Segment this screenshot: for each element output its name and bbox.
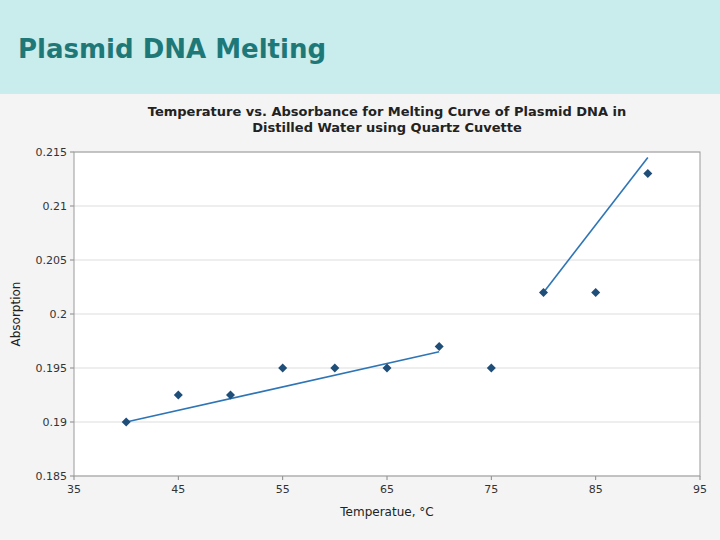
slide-title: Plasmid DNA Melting [18,34,326,64]
y-tick [70,152,74,153]
x-tick-label: 35 [67,483,81,496]
x-tick [282,476,283,480]
y-tick-label: 0.205 [36,254,68,267]
scatter-point [591,288,600,297]
scatter-point [383,364,392,373]
y-tick-label: 0.195 [36,362,68,375]
x-tick [595,476,596,480]
trend-line [544,157,648,292]
plot-frame [74,152,700,476]
y-tick [70,206,74,207]
y-tick-label: 0.185 [36,470,68,483]
x-tick [387,476,388,480]
marks [122,157,653,426]
scatter-point [435,342,444,351]
y-tick-label: 0.19 [43,416,68,429]
chart-title-line: Distilled Water using Quartz Cuvette [252,120,522,135]
y-tick-label: 0.21 [43,200,68,213]
scatter-point [330,364,339,373]
y-tick [70,260,74,261]
chart-title: Temperature vs. Absorbance for Melting C… [148,104,626,135]
header-band [0,0,720,94]
x-tick [491,476,492,480]
x-tick-label: 95 [693,483,707,496]
x-tick [74,476,75,480]
x-axis-label: Temperatue, °C [339,505,433,519]
y-tick [70,314,74,315]
y-grid-line [74,314,700,315]
y-tick-label: 0.215 [36,146,68,159]
scatter-point [643,169,652,178]
chart-container: Plasmid DNA Melting Temperature vs. Absor… [0,0,720,540]
scatter-point [122,418,131,427]
plot-background [74,152,700,476]
x-tick-label: 65 [380,483,394,496]
x-tick-label: 55 [276,483,290,496]
grid [74,152,700,476]
scatter-point [539,288,548,297]
scatter-point [278,364,287,373]
chart-svg: Plasmid DNA Melting Temperature vs. Absor… [0,0,720,540]
scatter-point [174,391,183,400]
y-tick [70,368,74,369]
x-tick-label: 85 [589,483,603,496]
x-tick [178,476,179,480]
y-axis-label: Absorption [9,282,23,347]
y-grid-line [74,422,700,423]
y-grid-line [74,206,700,207]
x-tick [700,476,701,480]
y-tick-label: 0.2 [50,308,68,321]
x-tick-label: 75 [484,483,498,496]
x-tick-label: 45 [171,483,185,496]
y-tick [70,422,74,423]
scatter-point [226,391,235,400]
scatter-point [487,364,496,373]
chart-title-line: Temperature vs. Absorbance for Melting C… [148,104,626,119]
y-tick [70,476,74,477]
y-grid-line [74,260,700,261]
trend-line [126,352,439,422]
